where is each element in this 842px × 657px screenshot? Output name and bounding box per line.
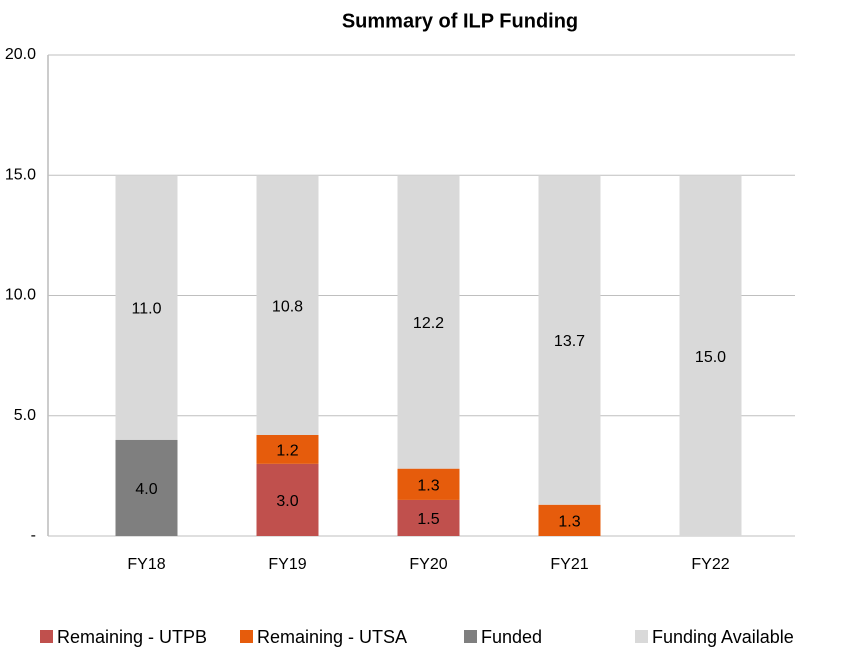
data-label: 1.2 (276, 443, 298, 460)
y-tick-label: - (31, 527, 36, 544)
x-tick-label: FY21 (550, 556, 588, 573)
x-tick-label: FY20 (409, 556, 447, 573)
y-tick-label: 10.0 (5, 287, 36, 304)
bar-segment (397, 175, 460, 469)
legend-swatch (40, 630, 53, 643)
y-tick-label: 15.0 (5, 166, 36, 183)
data-label: 15.0 (695, 349, 726, 366)
bar-segment (538, 504, 601, 536)
data-label: 11.0 (132, 301, 162, 318)
bar-segment (538, 175, 601, 505)
legend: Funding Available (652, 627, 794, 647)
bar-segment (256, 463, 319, 536)
legend-swatch (240, 630, 253, 643)
legend: Remaining - UTSA (257, 627, 407, 647)
data-label: 10.8 (272, 298, 303, 315)
data-label: 1.5 (417, 511, 439, 528)
bar-segment (256, 175, 319, 435)
y-tick-label: 20.0 (5, 46, 36, 63)
x-tick-label: FY18 (127, 556, 165, 573)
data-label: 1.3 (417, 478, 439, 495)
bar-segment (679, 175, 742, 536)
legend-swatch (635, 630, 648, 643)
chart-title: Summary of ILP Funding (342, 10, 578, 32)
data-label: 12.2 (413, 315, 444, 332)
legend: Funded (481, 627, 542, 647)
data-label: 3.0 (276, 493, 298, 510)
bar-segment (256, 434, 319, 464)
bar-segment (115, 439, 178, 536)
y-tick-label: 5.0 (14, 407, 36, 424)
bar-segment (397, 499, 460, 536)
x-tick-label: FY22 (691, 556, 729, 573)
bar-segment (397, 468, 460, 500)
bar-segment (115, 175, 178, 440)
legend: Remaining - UTPB (57, 627, 207, 647)
data-label: 13.7 (554, 333, 585, 350)
data-label: 4.0 (135, 481, 157, 498)
legend-swatch (464, 630, 477, 643)
x-tick-label: FY19 (268, 556, 306, 573)
data-label: 1.3 (558, 514, 580, 531)
